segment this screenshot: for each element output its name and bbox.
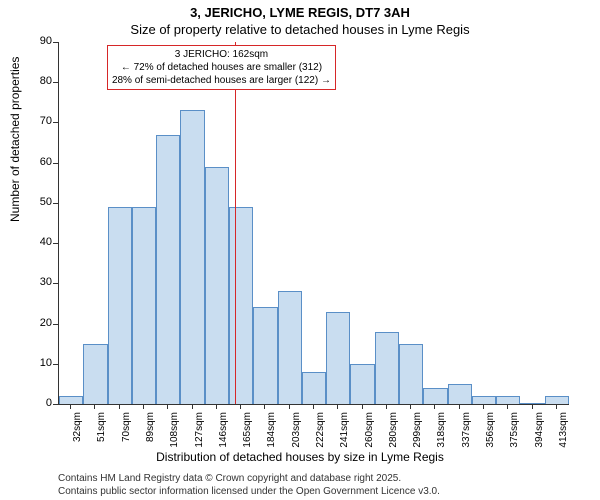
- x-tick-mark: [434, 404, 435, 409]
- histogram-bar: [423, 388, 447, 404]
- histogram-bar: [350, 364, 374, 404]
- x-tick-label: 356sqm: [485, 412, 496, 452]
- x-tick-mark: [362, 404, 363, 409]
- y-tick-label: 80: [32, 75, 52, 87]
- x-tick-mark: [289, 404, 290, 409]
- histogram-bar: [83, 344, 107, 404]
- footer-line-1: Contains HM Land Registry data © Crown c…: [58, 472, 440, 485]
- chart-plot-area: 3 JERICHO: 162sqm← 72% of detached house…: [58, 42, 569, 405]
- histogram-bar: [448, 384, 472, 404]
- histogram-bar: [59, 396, 83, 404]
- histogram-bar: [326, 312, 350, 405]
- histogram-bar: [253, 307, 277, 404]
- x-tick-mark: [532, 404, 533, 409]
- x-tick-mark: [143, 404, 144, 409]
- x-tick-label: 127sqm: [194, 412, 205, 452]
- x-tick-label: 260sqm: [364, 412, 375, 452]
- y-tick-mark: [53, 404, 58, 405]
- y-tick-label: 90: [32, 35, 52, 47]
- x-tick-mark: [410, 404, 411, 409]
- x-tick-label: 318sqm: [436, 412, 447, 452]
- y-tick-label: 60: [32, 156, 52, 168]
- histogram-bar: [545, 396, 569, 404]
- x-tick-mark: [386, 404, 387, 409]
- x-tick-label: 89sqm: [145, 412, 156, 452]
- histogram-bar: [399, 344, 423, 404]
- x-tick-mark: [192, 404, 193, 409]
- histogram-bar: [180, 110, 204, 404]
- x-tick-label: 394sqm: [534, 412, 545, 452]
- chart-title-main: 3, JERICHO, LYME REGIS, DT7 3AH: [0, 5, 600, 20]
- y-tick-mark: [53, 42, 58, 43]
- x-tick-mark: [167, 404, 168, 409]
- y-tick-mark: [53, 243, 58, 244]
- x-tick-mark: [459, 404, 460, 409]
- x-tick-mark: [264, 404, 265, 409]
- footer-attribution: Contains HM Land Registry data © Crown c…: [58, 472, 440, 498]
- callout-box: 3 JERICHO: 162sqm← 72% of detached house…: [107, 45, 336, 90]
- y-tick-label: 10: [32, 357, 52, 369]
- x-tick-label: 184sqm: [266, 412, 277, 452]
- y-tick-label: 50: [32, 196, 52, 208]
- histogram-bar: [132, 207, 156, 404]
- histogram-bar: [302, 372, 326, 404]
- x-tick-mark: [240, 404, 241, 409]
- y-tick-mark: [53, 122, 58, 123]
- x-tick-mark: [507, 404, 508, 409]
- chart-title-sub: Size of property relative to detached ho…: [0, 22, 600, 37]
- callout-line-1: 3 JERICHO: 162sqm: [112, 48, 331, 61]
- x-tick-mark: [70, 404, 71, 409]
- x-tick-label: 241sqm: [339, 412, 350, 452]
- footer-line-2: Contains public sector information licen…: [58, 485, 440, 498]
- x-tick-mark: [337, 404, 338, 409]
- x-tick-label: 165sqm: [242, 412, 253, 452]
- x-tick-label: 375sqm: [509, 412, 520, 452]
- x-tick-mark: [119, 404, 120, 409]
- marker-vertical-line: [235, 42, 236, 404]
- histogram-bar: [472, 396, 496, 404]
- callout-line-3: 28% of semi-detached houses are larger (…: [112, 74, 331, 87]
- x-tick-mark: [556, 404, 557, 409]
- y-axis-label: Number of detached properties: [8, 57, 22, 222]
- histogram-bar: [108, 207, 132, 404]
- y-tick-label: 40: [32, 236, 52, 248]
- histogram-bar: [375, 332, 399, 404]
- y-tick-mark: [53, 324, 58, 325]
- histogram-bar: [205, 167, 229, 404]
- x-tick-mark: [94, 404, 95, 409]
- x-tick-label: 280sqm: [388, 412, 399, 452]
- x-tick-label: 203sqm: [291, 412, 302, 452]
- y-tick-label: 70: [32, 115, 52, 127]
- y-tick-label: 20: [32, 317, 52, 329]
- y-tick-label: 30: [32, 276, 52, 288]
- x-tick-label: 70sqm: [121, 412, 132, 452]
- x-tick-label: 222sqm: [315, 412, 326, 452]
- x-tick-label: 146sqm: [218, 412, 229, 452]
- y-tick-mark: [53, 82, 58, 83]
- histogram-bar: [520, 403, 544, 404]
- histogram-bar: [156, 135, 180, 404]
- x-tick-label: 51sqm: [96, 412, 107, 452]
- y-tick-mark: [53, 203, 58, 204]
- y-tick-label: 0: [32, 397, 52, 409]
- x-tick-mark: [216, 404, 217, 409]
- x-tick-label: 299sqm: [412, 412, 423, 452]
- histogram-bar: [229, 207, 253, 404]
- histogram-bar: [496, 396, 520, 404]
- callout-line-2: ← 72% of detached houses are smaller (31…: [112, 61, 331, 74]
- y-tick-mark: [53, 283, 58, 284]
- x-tick-label: 32sqm: [72, 412, 83, 452]
- x-axis-label: Distribution of detached houses by size …: [0, 450, 600, 464]
- chart-container: 3, JERICHO, LYME REGIS, DT7 3AH Size of …: [0, 0, 600, 500]
- x-tick-label: 108sqm: [169, 412, 180, 452]
- y-tick-mark: [53, 364, 58, 365]
- x-tick-label: 413sqm: [558, 412, 569, 452]
- histogram-bar: [278, 291, 302, 404]
- y-tick-mark: [53, 163, 58, 164]
- x-tick-mark: [483, 404, 484, 409]
- x-tick-label: 337sqm: [461, 412, 472, 452]
- x-tick-mark: [313, 404, 314, 409]
